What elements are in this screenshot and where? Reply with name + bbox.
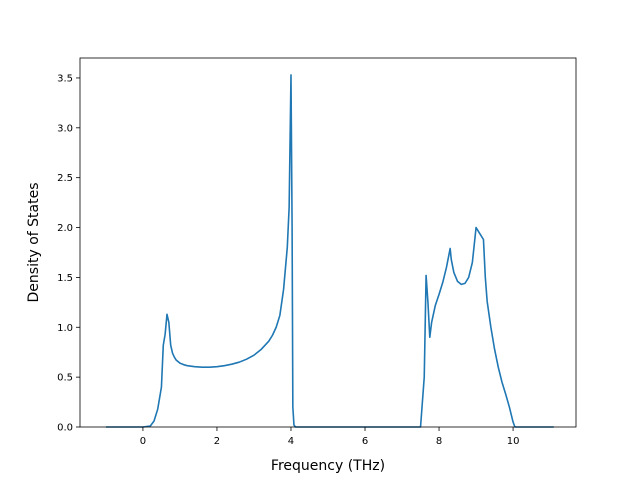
y-tick-label: 0.5 [57, 373, 73, 384]
x-tick-label: 6 [362, 436, 368, 447]
x-tick-label: 10 [507, 436, 520, 447]
ticks-layer: 0 2 4 6 8 10 0.0 0.5 1.0 1.5 2.0 2.5 3.0 3.5 [57, 73, 519, 447]
y-tick-label: 3.0 [57, 123, 73, 134]
y-tick-label: 3.5 [57, 73, 73, 84]
y-tick-label: 1.5 [57, 273, 73, 284]
y-axis-label: Density of States [26, 183, 42, 303]
x-tick-label: 0 [140, 436, 146, 447]
x-tick-label: 2 [214, 436, 220, 447]
y-tick-label: 2.5 [57, 173, 73, 184]
x-axis-label: Frequency (THz) [271, 458, 385, 474]
plot-frame [79, 57, 577, 428]
y-tick-label: 1.0 [57, 323, 73, 334]
x-tick-label: 8 [436, 436, 442, 447]
y-tick-label: 0.0 [57, 423, 73, 434]
x-tick-label: 4 [288, 436, 294, 447]
y-tick-label: 2.0 [57, 223, 73, 234]
